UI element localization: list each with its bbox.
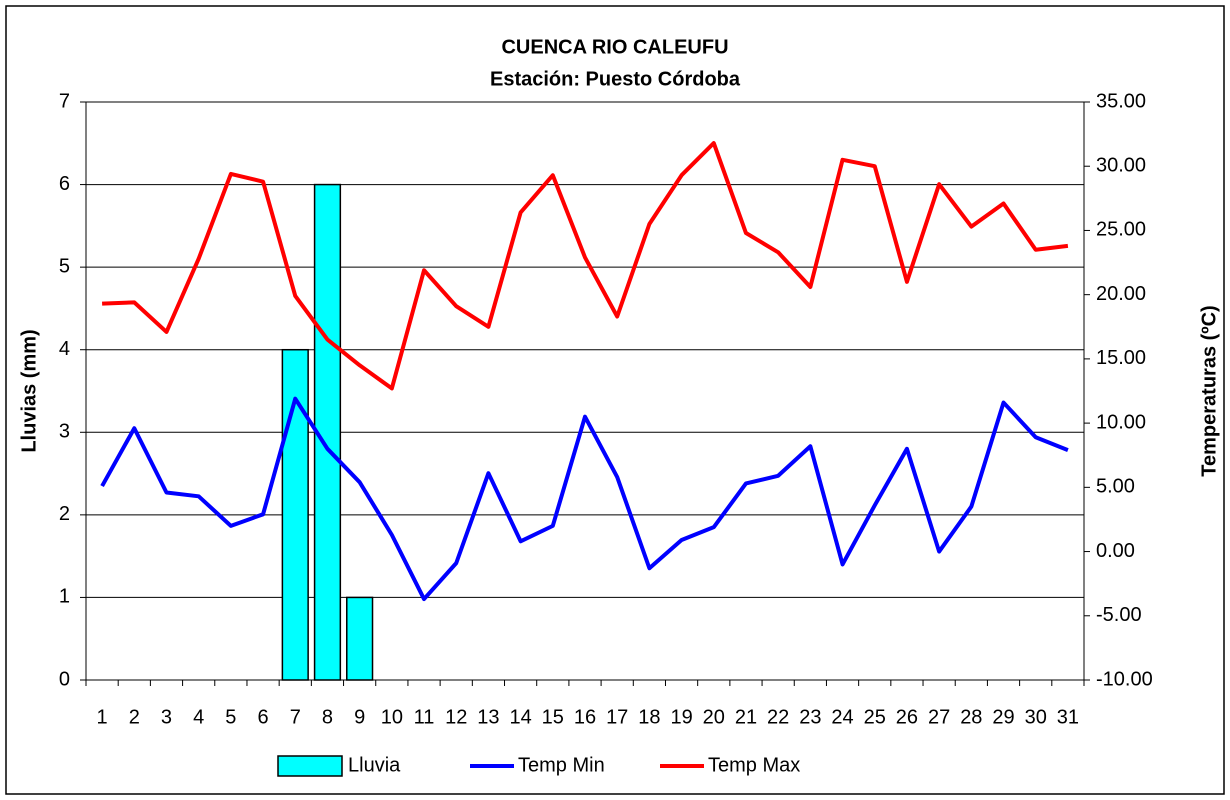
chart-subtitle: Estación: Puesto Córdoba bbox=[490, 68, 741, 90]
chart-border bbox=[5, 5, 1225, 795]
y2-tick-label: -10.00 bbox=[1096, 668, 1153, 690]
y2-tick-label: 10.00 bbox=[1096, 411, 1146, 433]
y-tick-label: 3 bbox=[59, 421, 70, 443]
legend-label: Temp Min bbox=[518, 754, 605, 776]
y-tick-label: 0 bbox=[59, 668, 70, 690]
legend-label: Temp Max bbox=[708, 754, 800, 776]
x-tick-label: 20 bbox=[703, 706, 725, 728]
x-tick-label: 2 bbox=[129, 706, 140, 728]
y2-tick-label: 30.00 bbox=[1096, 155, 1146, 177]
x-tick-label: 5 bbox=[225, 706, 236, 728]
x-tick-label: 27 bbox=[928, 706, 950, 728]
line bbox=[100, 396, 1069, 602]
x-tick-label: 16 bbox=[574, 706, 596, 728]
x-tick-label: 29 bbox=[992, 706, 1014, 728]
y-tick-label: 2 bbox=[59, 503, 70, 525]
bar bbox=[346, 596, 374, 681]
legend-label: Lluvia bbox=[348, 754, 401, 776]
line bbox=[102, 141, 1069, 391]
legend-swatch bbox=[277, 755, 343, 777]
x-tick-label: 19 bbox=[670, 706, 692, 728]
x-tick-label: 31 bbox=[1057, 706, 1079, 728]
x-tick-label: 8 bbox=[322, 706, 333, 728]
x-tick-label: 18 bbox=[638, 706, 660, 728]
x-tick-label: 12 bbox=[445, 706, 467, 728]
y2-tick-label: 5.00 bbox=[1096, 476, 1135, 498]
y2-tick-label: 35.00 bbox=[1096, 90, 1146, 112]
y-axis-label: Lluvias (mm) bbox=[18, 329, 40, 452]
y2-tick-label: 20.00 bbox=[1096, 283, 1146, 305]
x-tick-label: 4 bbox=[193, 706, 204, 728]
y-tick-label: 1 bbox=[59, 586, 70, 608]
x-tick-label: 6 bbox=[258, 706, 269, 728]
y2-tick-label: 25.00 bbox=[1096, 219, 1146, 241]
y2-axis-label: Temperaturas (ºC) bbox=[1198, 305, 1220, 476]
y-tick-label: 7 bbox=[59, 90, 70, 112]
chart-title: CUENCA RIO CALEUFU bbox=[501, 36, 728, 58]
y-tick-label: 6 bbox=[59, 173, 70, 195]
x-tick-label: 25 bbox=[864, 706, 886, 728]
x-tick-label: 22 bbox=[767, 706, 789, 728]
x-tick-label: 28 bbox=[960, 706, 982, 728]
x-tick-label: 15 bbox=[542, 706, 564, 728]
x-tick-label: 24 bbox=[831, 706, 853, 728]
x-tick-label: 26 bbox=[896, 706, 918, 728]
x-tick-label: 9 bbox=[354, 706, 365, 728]
x-tick-label: 11 bbox=[414, 706, 435, 728]
x-tick-label: 3 bbox=[161, 706, 172, 728]
y-tick-label: 4 bbox=[59, 338, 70, 360]
x-tick-label: 14 bbox=[509, 706, 531, 728]
y2-tick-label: 0.00 bbox=[1096, 540, 1135, 562]
x-tick-label: 7 bbox=[290, 706, 301, 728]
x-tick-label: 21 bbox=[735, 706, 757, 728]
x-tick-label: 1 bbox=[97, 706, 108, 728]
y-tick-label: 5 bbox=[59, 255, 70, 277]
x-tick-label: 10 bbox=[381, 706, 403, 728]
y2-tick-label: 15.00 bbox=[1096, 347, 1146, 369]
x-tick-label: 23 bbox=[799, 706, 821, 728]
x-tick-label: 13 bbox=[477, 706, 499, 728]
bar bbox=[281, 348, 309, 681]
y2-tick-label: -5.00 bbox=[1096, 604, 1142, 626]
x-tick-label: 17 bbox=[606, 706, 628, 728]
x-tick-label: 30 bbox=[1025, 706, 1047, 728]
